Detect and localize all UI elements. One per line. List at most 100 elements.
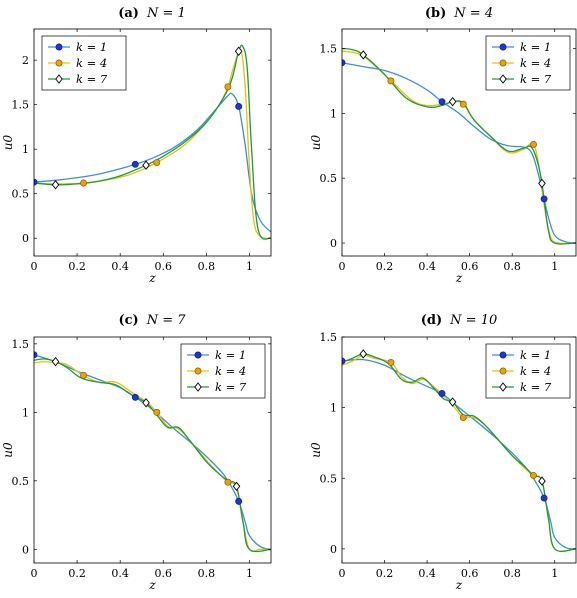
legend-label-k1: k = 1: [520, 348, 551, 362]
y-tick-label: 1: [22, 143, 29, 156]
marker-k7: [142, 160, 150, 170]
x-axis-label: z: [455, 271, 463, 285]
legend: k = 1 k = 4 k = 7: [485, 343, 571, 399]
legend-label-k4: k = 4: [215, 364, 246, 378]
marker-k4: [530, 471, 537, 479]
legend-marker-k4: [55, 59, 63, 67]
marker-k7: [359, 50, 368, 60]
marker-k4: [80, 371, 88, 379]
legend: k = 1 k = 4 k = 7: [41, 35, 127, 91]
plot-area: [34, 351, 271, 553]
panel-title: (b) N = 4: [425, 6, 493, 21]
panel-title-text: N = 4: [453, 6, 493, 21]
plot-area: [34, 44, 271, 240]
x-tick-label: 0: [31, 260, 38, 273]
plot-area: [342, 47, 576, 245]
marker-k7: [51, 356, 60, 367]
marker-k1: [342, 59, 346, 67]
panel-label: (d): [421, 313, 442, 328]
panel-title: (c) N = 7: [118, 313, 186, 328]
y-tick-label: 0: [330, 543, 337, 556]
x-tick-label: 0.6: [461, 567, 479, 580]
y-tick-label: 1.5: [320, 42, 338, 55]
legend-label-k1: k = 1: [215, 348, 246, 362]
y-tick-label: 1: [330, 402, 337, 415]
x-tick-label: 0.2: [68, 567, 86, 580]
marker-k4: [153, 159, 161, 166]
legend-marker-k1: [194, 351, 202, 359]
legend-label-k7: k = 7: [215, 380, 247, 394]
x-tick-label: 0.4: [418, 567, 436, 580]
marker-k7: [448, 96, 457, 107]
panel-title-text: N = 7: [146, 313, 187, 328]
legend-label-k7: k = 7: [520, 380, 552, 394]
x-axis-label: z: [455, 578, 463, 592]
x-tick-label: 1: [246, 567, 253, 580]
y-tick-label: 1.5: [12, 338, 30, 351]
marker-k1: [438, 390, 446, 397]
legend-marker-k7: [194, 382, 202, 392]
marker-k4: [153, 408, 161, 416]
x-tick-label: 0.8: [503, 260, 521, 273]
marker-k1: [34, 351, 38, 359]
series-line-k7: [34, 44, 271, 240]
marker-k1: [235, 497, 243, 505]
y-tick-label: 1.5: [12, 99, 30, 112]
y-axis-label: u0: [309, 442, 323, 458]
axes-frame: [33, 28, 272, 257]
panel-label: (c): [118, 313, 138, 328]
panel-title: (a) N = 1: [118, 6, 186, 21]
marker-k1: [342, 357, 346, 365]
legend: k = 1 k = 4 k = 7: [180, 343, 266, 399]
y-tick-label: 0: [22, 232, 29, 245]
x-tick-label: 0.4: [111, 260, 129, 273]
marker-k7: [538, 178, 546, 189]
marker-k7: [359, 349, 368, 359]
legend-marker-k4: [194, 367, 202, 375]
x-tick-label: 0.8: [503, 567, 521, 580]
x-tick-label: 1: [551, 567, 558, 580]
marker-k7: [142, 398, 150, 408]
legend-marker-k4: [499, 59, 507, 67]
x-tick-label: 0.4: [111, 567, 129, 580]
x-tick-label: 0.6: [461, 260, 479, 273]
axes-frame: [33, 336, 272, 564]
x-tick-label: 0: [339, 567, 346, 580]
marker-k1: [540, 195, 548, 203]
legend: k = 1 k = 4 k = 7: [485, 35, 571, 91]
panel-title-text: N = 10: [449, 313, 497, 328]
x-tick-label: 0.6: [155, 260, 173, 273]
marker-k4: [80, 179, 88, 187]
plot-area: [342, 349, 576, 552]
y-tick-label: 0: [22, 543, 29, 556]
marker-k4: [224, 83, 232, 91]
legend-marker-k1: [499, 43, 507, 51]
axes-frame: [341, 336, 577, 564]
legend-marker-k4: [499, 367, 507, 375]
marker-k1: [235, 102, 243, 110]
legend-marker-k7: [499, 74, 507, 84]
y-axis-label: u0: [1, 134, 15, 150]
panel-label: (b): [425, 6, 446, 21]
marker-k7: [232, 481, 241, 492]
marker-k4: [387, 358, 395, 366]
y-tick-label: 0.5: [12, 475, 30, 488]
marker-k4: [224, 478, 232, 486]
legend-marker-k7: [499, 382, 507, 392]
x-tick-label: 1: [246, 260, 253, 273]
x-tick-label: 0.4: [418, 260, 436, 273]
marker-k4: [387, 77, 395, 85]
x-tick-label: 0.8: [198, 567, 216, 580]
x-axis-label: z: [148, 578, 156, 592]
marker-k1: [438, 98, 446, 106]
x-tick-label: 0: [31, 567, 38, 580]
legend-label-k4: k = 4: [520, 364, 551, 378]
legend-label-k1: k = 1: [520, 40, 551, 54]
marker-k1: [131, 393, 139, 401]
legend-marker-k1: [55, 43, 63, 51]
series-line-k1: [34, 354, 271, 550]
legend-label-k1: k = 1: [76, 40, 107, 54]
y-axis-label: u0: [1, 442, 15, 458]
